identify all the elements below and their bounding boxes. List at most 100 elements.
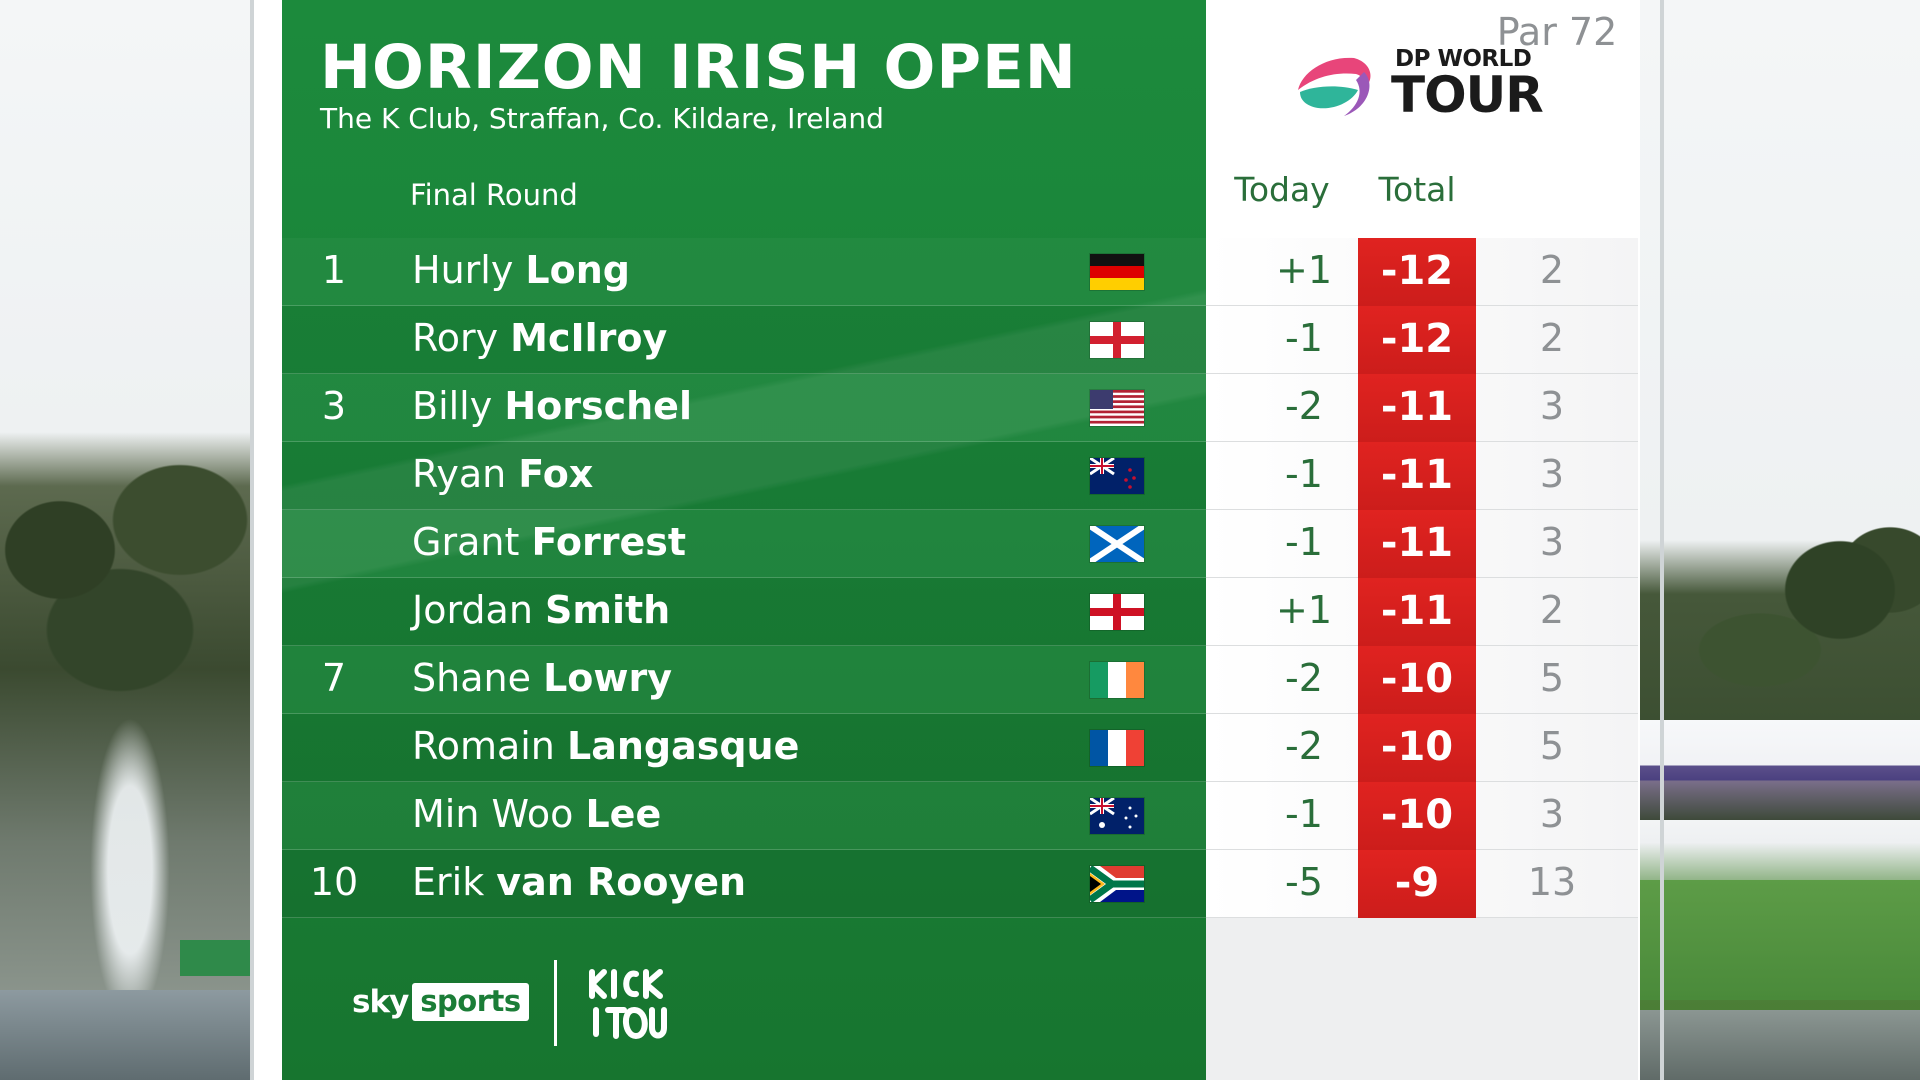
player-last-name: Fox [518, 452, 594, 496]
player-first-name: Grant [412, 520, 520, 564]
today-score: -1 [1285, 452, 1323, 496]
total-score: -10 [1380, 724, 1454, 770]
scores-panel-footer [1206, 915, 1638, 1080]
sky-sports-logo: sky sports [352, 983, 529, 1023]
player-name: Erik van Rooyen [412, 860, 746, 904]
row-green-cell [282, 850, 1206, 918]
leaderboard-row: 7 Shane Lowry -2 -10 5 [282, 646, 1638, 714]
today-score: -2 [1285, 384, 1323, 428]
course-sign [180, 940, 250, 976]
player-first-name: Hurly [412, 248, 514, 292]
today-score: +1 [1275, 588, 1333, 632]
frame-line-right [1660, 0, 1664, 1080]
background-scenery-right [1640, 0, 1920, 1080]
today-score: -5 [1285, 860, 1323, 904]
frame-line-left [250, 0, 254, 1080]
column-header-today: Today [1234, 170, 1330, 209]
total-score-cell: -11 [1358, 510, 1476, 578]
holes-played: 13 [1527, 860, 1577, 904]
sky-word: sky [352, 984, 409, 1020]
total-score: -12 [1380, 248, 1454, 294]
row-green-cell [282, 578, 1206, 646]
germany-flag-icon [1090, 254, 1144, 290]
tour-logo-line2: TOUR [1391, 66, 1544, 124]
total-score-cell: -12 [1358, 306, 1476, 374]
leaderboard-row: Grant Forrest -1 -11 3 [282, 510, 1638, 578]
scotland-flag-icon [1090, 526, 1144, 562]
player-last-name: McIlroy [510, 316, 668, 360]
today-score: -1 [1285, 520, 1323, 564]
total-score: -11 [1380, 588, 1454, 634]
today-score: -2 [1285, 724, 1323, 768]
holes-played: 3 [1539, 384, 1565, 428]
player-position: 7 [321, 656, 347, 700]
leaderboard-rows: 1 Hurly Long +1 -12 2 Rory McIlroy -1 -1… [282, 238, 1638, 918]
player-last-name: van Rooyen [496, 860, 747, 904]
dp-world-tour-swirl-icon [1298, 57, 1371, 116]
total-score-cell: -11 [1358, 374, 1476, 442]
total-score-cell: -9 [1358, 850, 1476, 918]
footer-divider [554, 960, 557, 1046]
player-name: Shane Lowry [412, 656, 672, 700]
player-name: Jordan Smith [412, 588, 670, 632]
today-score: -1 [1285, 316, 1323, 360]
row-green-cell [282, 714, 1206, 782]
leaderboard-graphic: HORIZON IRISH OPEN The K Club, Straffan,… [282, 0, 1638, 1080]
leaderboard-row: Romain Langasque -2 -10 5 [282, 714, 1638, 782]
total-score: -11 [1380, 452, 1454, 498]
row-green-cell [282, 510, 1206, 578]
northern-ireland-flag-icon [1090, 322, 1144, 358]
lake-right [1640, 1010, 1920, 1080]
player-name: Hurly Long [412, 248, 630, 292]
player-last-name: Smith [545, 588, 671, 632]
tournament-title: HORIZON IRISH OPEN [320, 32, 1077, 103]
player-last-name: Langasque [566, 724, 800, 768]
row-green-cell [282, 374, 1206, 442]
today-score: -1 [1285, 792, 1323, 836]
holes-played: 3 [1539, 520, 1565, 564]
leaderboard-row: Min Woo Lee -1 -10 3 [282, 782, 1638, 850]
total-score-cell: -10 [1358, 782, 1476, 850]
australia-flag-icon [1090, 798, 1144, 834]
player-first-name: Romain [412, 724, 555, 768]
today-score: -2 [1285, 656, 1323, 700]
sports-word: sports [412, 983, 529, 1021]
row-green-cell [282, 238, 1206, 306]
player-name: Ryan Fox [412, 452, 593, 496]
england-flag-icon [1090, 594, 1144, 630]
player-first-name: Shane [412, 656, 531, 700]
player-first-name: Ryan [412, 452, 507, 496]
player-position: 10 [309, 860, 359, 904]
leaderboard-row: 3 Billy Horschel -2 -11 3 [282, 374, 1638, 442]
player-first-name: Rory [412, 316, 499, 360]
kick-it-out-logo [589, 969, 667, 1039]
player-first-name: Min Woo [412, 792, 574, 836]
total-score: -12 [1380, 316, 1454, 362]
player-position: 1 [321, 248, 347, 292]
holes-played: 5 [1539, 656, 1565, 700]
leaderboard-row: Rory McIlroy -1 -12 2 [282, 306, 1638, 374]
leaderboard-row: 10 Erik van Rooyen -5 -9 13 [282, 850, 1638, 918]
player-name: Min Woo Lee [412, 792, 661, 836]
lake-left [0, 990, 250, 1080]
row-green-cell [282, 442, 1206, 510]
total-score: -9 [1394, 860, 1440, 906]
holes-played: 2 [1539, 248, 1565, 292]
trees-right [1640, 510, 1920, 690]
ireland-flag-icon [1090, 662, 1144, 698]
clubhouse-pavilion [1640, 720, 1920, 820]
total-score-cell: -10 [1358, 646, 1476, 714]
france-flag-icon [1090, 730, 1144, 766]
total-score: -10 [1380, 656, 1454, 702]
round-label: Final Round [410, 178, 578, 212]
holes-played: 2 [1539, 316, 1565, 360]
total-score-cell: -11 [1358, 578, 1476, 646]
total-score-cell: -12 [1358, 238, 1476, 306]
leaderboard-row: Ryan Fox -1 -11 3 [282, 442, 1638, 510]
background-scenery-left [0, 0, 250, 1080]
player-name: Billy Horschel [412, 384, 692, 428]
player-last-name: Forrest [531, 520, 686, 564]
player-position: 3 [321, 384, 347, 428]
player-name: Grant Forrest [412, 520, 686, 564]
player-last-name: Lowry [543, 656, 672, 700]
